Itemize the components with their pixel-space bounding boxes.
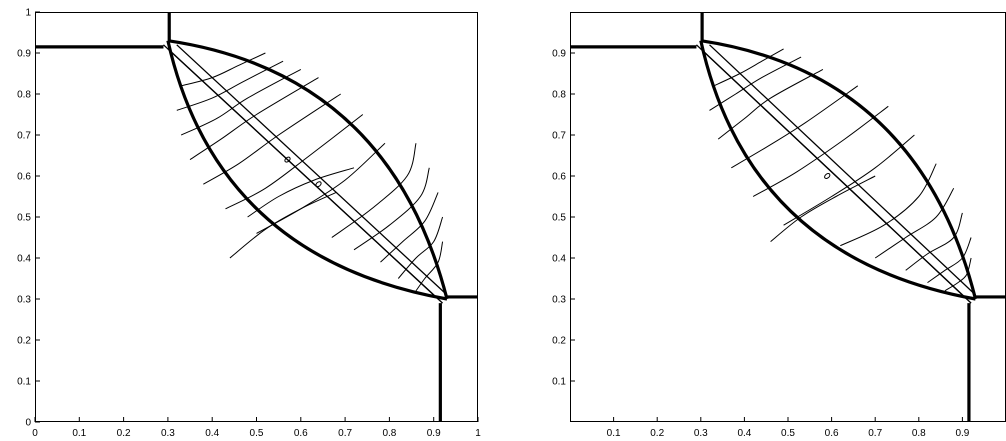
x-tick-label: 1 xyxy=(475,428,481,439)
x-tick-label: 0.8 xyxy=(382,428,396,439)
slip-line xyxy=(167,48,439,300)
y-tick-label: 0.3 xyxy=(17,295,31,306)
y-tick-label: 0.8 xyxy=(17,90,31,101)
x-tick-label: 0.1 xyxy=(607,428,621,439)
contour-line xyxy=(944,257,972,292)
contour-line xyxy=(783,134,915,226)
contour-line xyxy=(203,93,341,185)
contour-line xyxy=(181,52,266,87)
contour-line xyxy=(713,48,784,87)
y-tick-label: 0.6 xyxy=(17,172,31,183)
contour-line xyxy=(731,85,859,169)
lower-boundary xyxy=(166,40,448,301)
y-tick-label: 0.2 xyxy=(552,336,566,347)
contour-line xyxy=(905,212,963,271)
contour-line xyxy=(874,188,955,259)
slip-line xyxy=(709,44,976,296)
x-tick-label: 0.4 xyxy=(205,428,219,439)
upper-boundary xyxy=(167,39,449,300)
contour-line xyxy=(415,241,444,292)
x-tick-label: 0 xyxy=(32,428,38,439)
chart-panel-2: 0.1 0.2 0.3 0.4 0.5 0.6 0.7 0.8 0.9 0.1 0.2 0.3 0.4 0… xyxy=(552,12,1006,439)
contour-loop xyxy=(824,173,831,179)
contour-line xyxy=(717,68,824,140)
contour-line xyxy=(229,191,337,259)
x-tick-label: 0.7 xyxy=(868,428,882,439)
contour-line xyxy=(225,114,364,210)
x-tick-label: 0.3 xyxy=(161,428,175,439)
y-tick-label: 1 xyxy=(25,8,31,19)
y-tick-label: 0.2 xyxy=(17,336,31,347)
y-tick-label: 0.9 xyxy=(552,49,566,60)
contour-line xyxy=(840,163,937,247)
plot-area xyxy=(570,12,1006,422)
x-tick-label: 0.2 xyxy=(650,428,664,439)
x-tick-label: 0.3 xyxy=(694,428,708,439)
contour-line xyxy=(331,143,417,238)
x-tick-label: 0.7 xyxy=(338,428,352,439)
y-tick-label: 0.1 xyxy=(552,377,566,388)
y-tick-label: 0.1 xyxy=(17,377,31,388)
y-tick-label: 0.7 xyxy=(17,131,31,142)
y-tick-label: 0.6 xyxy=(552,172,566,183)
upper-boundary xyxy=(700,39,978,300)
y-tick-label: 0.4 xyxy=(17,254,31,265)
x-tick-label: 0.5 xyxy=(250,428,264,439)
x-tick-label: 0.6 xyxy=(294,428,308,439)
x-tick-label: 0.9 xyxy=(955,428,969,439)
x-tick-label: 0.2 xyxy=(117,428,131,439)
y-tick-label: 0.9 xyxy=(17,49,31,60)
y-tick-label: 0.7 xyxy=(552,131,566,142)
x-tick-label: 0.8 xyxy=(912,428,926,439)
contour-line xyxy=(752,105,889,197)
axes-frame xyxy=(35,12,478,422)
y-tick-label: 0.5 xyxy=(17,213,31,224)
contour-line xyxy=(353,167,430,251)
y-tick-label: 0.8 xyxy=(552,90,566,101)
contour-line xyxy=(247,167,355,218)
axes-frame xyxy=(570,12,1006,422)
x-tick-label: 0.1 xyxy=(72,428,86,439)
contour-line xyxy=(189,77,319,161)
x-tick-label: 0.9 xyxy=(427,428,441,439)
contour-line xyxy=(176,60,284,111)
lower-boundary xyxy=(699,40,976,301)
slip-line xyxy=(700,48,968,300)
contour-line xyxy=(927,237,972,284)
y-tick-label: 0.5 xyxy=(552,213,566,224)
x-tick-label: 0.4 xyxy=(737,428,751,439)
slip-line xyxy=(176,44,448,296)
y-tick-label: 0 xyxy=(25,418,31,429)
y-tick-label: 0.4 xyxy=(552,254,566,265)
contour-line xyxy=(380,192,439,263)
plot-area xyxy=(35,12,478,422)
y-tick-label: 0.3 xyxy=(552,295,566,306)
x-tick-label: 0.6 xyxy=(825,428,839,439)
chart-panel-1: 0 0.1 0.2 0.3 0.4 0.5 0.6 0.7 0.8 0.9 1 0 0.1 0.2 0.3 0… xyxy=(17,8,481,440)
x-tick-label: 0.5 xyxy=(781,428,795,439)
